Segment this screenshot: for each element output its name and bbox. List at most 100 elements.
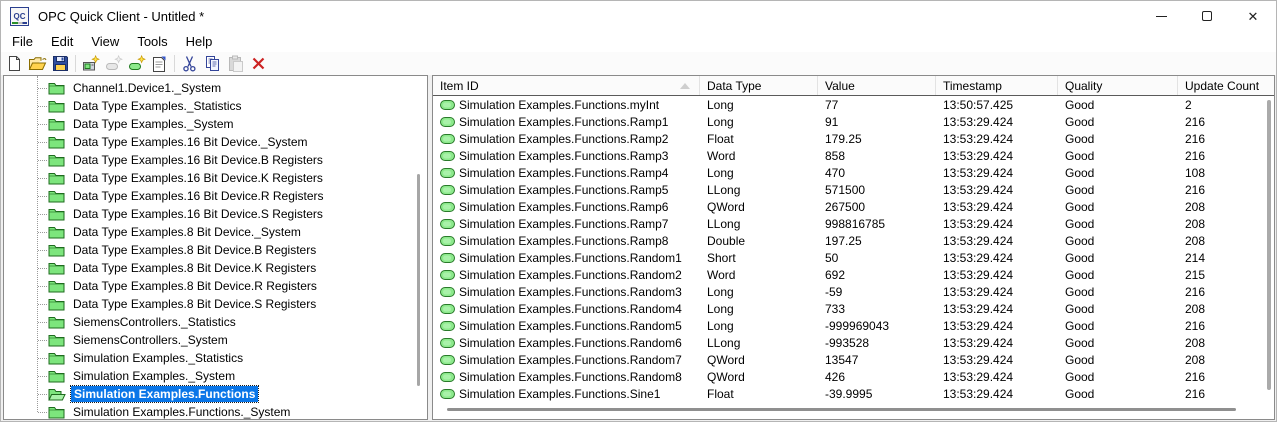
tree-item[interactable]: Simulation Examples._Statistics <box>4 349 427 367</box>
cell-quality: Good <box>1065 114 1095 129</box>
table-row[interactable]: Simulation Examples.Functions.Sine1 Float… <box>433 385 1274 402</box>
tree-item[interactable]: Channel1.Device1._System <box>4 79 427 97</box>
menu-view[interactable]: View <box>91 34 120 49</box>
cell-item-id: Simulation Examples.Functions.Ramp6 <box>433 200 700 214</box>
column-header-update-count[interactable]: Update Count <box>1178 76 1274 95</box>
table-row[interactable]: Simulation Examples.Functions.myInt Long 7… <box>433 96 1274 113</box>
delete-button[interactable] <box>247 53 270 75</box>
cell-quality: Good <box>1065 250 1095 265</box>
cell-item-id: Simulation Examples.Functions.Ramp2 <box>433 132 700 146</box>
table-vertical-scrollbar[interactable] <box>1267 100 1271 390</box>
column-header-timestamp[interactable]: Timestamp <box>936 76 1058 95</box>
minimize-button[interactable] <box>1138 1 1184 31</box>
table-row[interactable]: Simulation Examples.Functions.Ramp7 LLong… <box>433 215 1274 232</box>
window-title: OPC Quick Client - Untitled * <box>38 8 205 24</box>
copy-button[interactable] <box>201 53 224 75</box>
table-row[interactable]: Simulation Examples.Functions.Ramp8 Doubl… <box>433 232 1274 249</box>
cell-quality: Good <box>1065 216 1095 231</box>
close-button[interactable]: ✕ <box>1230 1 1276 31</box>
tree-item[interactable]: Simulation Examples.Functions._System <box>4 403 427 419</box>
item-tag-icon <box>440 116 455 127</box>
cell-timestamp: 13:53:29.424 <box>943 335 1014 350</box>
column-header-quality[interactable]: Quality <box>1058 76 1178 95</box>
table-row[interactable]: Simulation Examples.Functions.Random1 Sho… <box>433 249 1274 266</box>
cell-item-id: Simulation Examples.Functions.Random6 <box>433 336 700 350</box>
menu-edit[interactable]: Edit <box>50 34 74 49</box>
save-button[interactable] <box>49 53 72 75</box>
tree-item-selected[interactable]: Simulation Examples.Functions <box>4 385 427 403</box>
table-row[interactable]: Simulation Examples.Functions.Random6 LLo… <box>433 334 1274 351</box>
column-header-data-type[interactable]: Data Type <box>700 76 818 95</box>
tree-item-label: Simulation Examples.Functions <box>69 385 260 403</box>
table-horizontal-scrollbar[interactable] <box>447 408 1236 411</box>
tree-connector-line <box>38 286 47 287</box>
cell-value: 50 <box>825 250 839 265</box>
table-row[interactable]: Simulation Examples.Functions.Random8 QWo… <box>433 368 1274 385</box>
tree-item[interactable]: Data Type Examples.8 Bit Device.S Regist… <box>4 295 427 313</box>
properties-button[interactable] <box>148 53 171 75</box>
item-tag-icon <box>440 218 455 229</box>
table-row[interactable]: Simulation Examples.Functions.Ramp2 Float… <box>433 130 1274 147</box>
cell-value: -39.9995 <box>825 386 873 401</box>
table-row[interactable]: Simulation Examples.Functions.Random3 Lon… <box>433 283 1274 300</box>
tree-connector-line <box>38 304 47 305</box>
menu-file[interactable]: File <box>12 34 33 49</box>
cell-timestamp: 13:53:29.424 <box>943 165 1014 180</box>
tree-item[interactable]: SiemensControllers._System <box>4 331 427 349</box>
item-id-text: Simulation Examples.Functions.Sine1 <box>459 386 661 401</box>
tree-item[interactable]: Data Type Examples.16 Bit Device.K Regis… <box>4 169 427 187</box>
cell-data-type: QWord <box>707 352 745 367</box>
cell-item-id: Simulation Examples.Functions.Random4 <box>433 302 700 316</box>
table-row[interactable]: Simulation Examples.Functions.Random2 Wor… <box>433 266 1274 283</box>
new-document-button[interactable] <box>3 53 26 75</box>
app-icon: QC <box>10 6 29 26</box>
menu-help[interactable]: Help <box>185 34 213 49</box>
cell-update-count: 216 <box>1185 386 1206 401</box>
table-row[interactable]: Simulation Examples.Functions.Ramp5 LLong… <box>433 181 1274 198</box>
cell-update-count: 208 <box>1185 301 1206 316</box>
tree-item[interactable]: Data Type Examples.16 Bit Device.S Regis… <box>4 205 427 223</box>
table-row[interactable]: Simulation Examples.Functions.Random5 Lon… <box>433 317 1274 334</box>
tree-item[interactable]: Data Type Examples.8 Bit Device.K Regist… <box>4 259 427 277</box>
column-header-value[interactable]: Value <box>818 76 936 95</box>
table-row[interactable]: Simulation Examples.Functions.Random7 QWo… <box>433 351 1274 368</box>
table-row[interactable]: Simulation Examples.Functions.Ramp6 QWord… <box>433 198 1274 215</box>
tree-vertical-scrollbar[interactable] <box>417 174 420 386</box>
tree-item[interactable]: Data Type Examples.8 Bit Device.B Regist… <box>4 241 427 259</box>
closed-folder-icon <box>48 117 65 131</box>
cell-timestamp: 13:53:29.424 <box>943 199 1014 214</box>
table-row[interactable]: Simulation Examples.Functions.Ramp1 Long 9… <box>433 113 1274 130</box>
cell-timestamp: 13:53:29.424 <box>943 267 1014 282</box>
tree-item[interactable]: Data Type Examples.16 Bit Device.R Regis… <box>4 187 427 205</box>
cell-item-id: Simulation Examples.Functions.Random8 <box>433 370 700 384</box>
tree-item[interactable]: Data Type Examples.8 Bit Device.R Regist… <box>4 277 427 295</box>
item-id-text: Simulation Examples.Functions.Ramp2 <box>459 131 669 146</box>
menu-tools[interactable]: Tools <box>137 34 168 49</box>
tree-item[interactable]: SiemensControllers._Statistics <box>4 313 427 331</box>
cell-quality: Good <box>1065 369 1095 384</box>
tree-item[interactable]: Data Type Examples._System <box>4 115 427 133</box>
cut-button[interactable] <box>178 53 201 75</box>
maximize-button[interactable] <box>1184 1 1230 31</box>
open-button[interactable] <box>26 53 49 75</box>
table-row[interactable]: Simulation Examples.Functions.Random4 Lon… <box>433 300 1274 317</box>
cell-value: -993528 <box>825 335 870 350</box>
tree-item-label: Data Type Examples._Statistics <box>73 99 242 113</box>
cell-data-type: Word <box>707 267 736 282</box>
tree-item[interactable]: Data Type Examples.16 Bit Device._System <box>4 133 427 151</box>
tree-item[interactable]: Data Type Examples._Statistics <box>4 97 427 115</box>
closed-folder-icon <box>48 279 65 293</box>
cell-update-count: 215 <box>1185 267 1206 282</box>
new-server-connection-button[interactable] <box>79 53 102 75</box>
cell-item-id: Simulation Examples.Functions.Ramp7 <box>433 217 700 231</box>
tree-item[interactable]: Simulation Examples._System <box>4 367 427 385</box>
window-controls: ✕ <box>1138 1 1276 31</box>
item-id-text: Simulation Examples.Functions.Random6 <box>459 335 682 350</box>
table-row[interactable]: Simulation Examples.Functions.Ramp4 Long 4… <box>433 164 1274 181</box>
cell-timestamp: 13:53:29.424 <box>943 369 1014 384</box>
table-row[interactable]: Simulation Examples.Functions.Ramp3 Word 8… <box>433 147 1274 164</box>
column-header-item-id[interactable]: Item ID <box>433 76 700 95</box>
tree-item[interactable]: Data Type Examples.8 Bit Device._System <box>4 223 427 241</box>
tree-item[interactable]: Data Type Examples.16 Bit Device.B Regis… <box>4 151 427 169</box>
new-item-button[interactable] <box>125 53 148 75</box>
